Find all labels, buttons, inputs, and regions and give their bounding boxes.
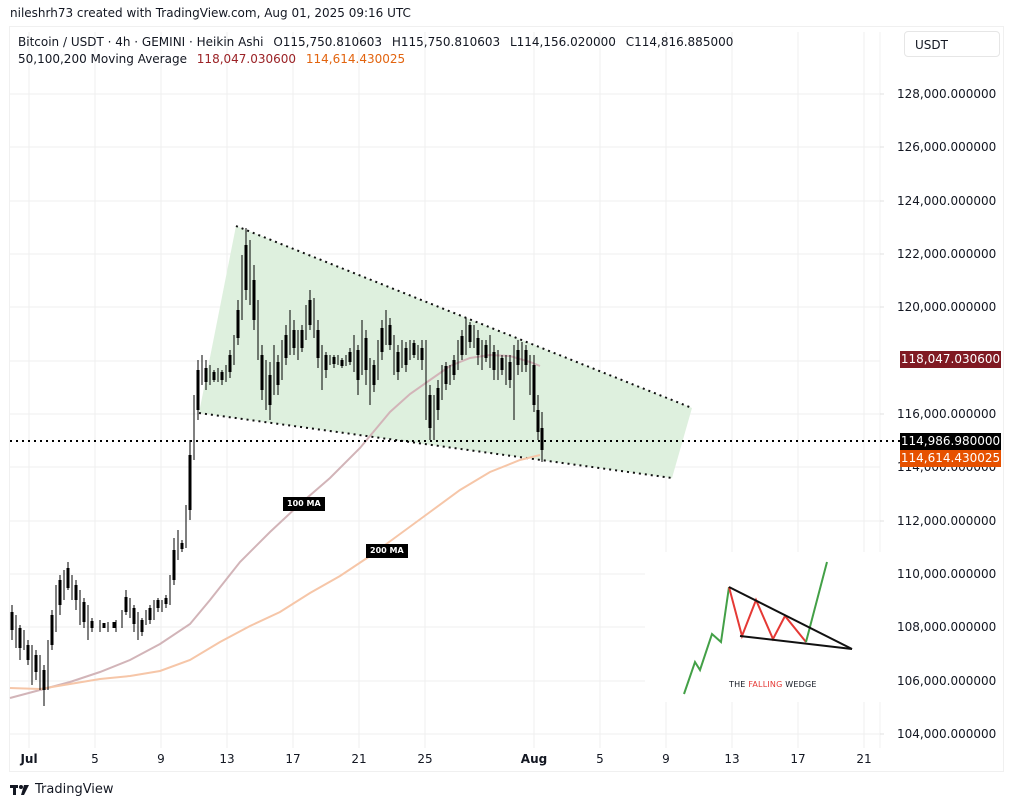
legend-low: L114,156.020000 xyxy=(509,35,616,49)
ma100-price-tag: 118,047.030600 xyxy=(900,351,1001,368)
date-label: 17 xyxy=(790,752,806,766)
ma200-line[interactable] xyxy=(9,454,541,691)
price-label: 126,000.000000 xyxy=(897,140,997,154)
ma200-annotation[interactable]: 200 MA xyxy=(366,544,408,558)
price-label: 122,000.000000 xyxy=(897,247,997,261)
legend-symbol[interactable]: Bitcoin / USDT · 4h · GEMINI · Heikin As… xyxy=(18,35,264,49)
price-label: 104,000.000000 xyxy=(897,727,997,741)
chart-frame xyxy=(9,26,1004,772)
ma100-line[interactable] xyxy=(9,353,541,699)
legend-ma-value-2: 114,614.430025 xyxy=(305,52,406,66)
ma200-price-tag: 114,614.430025 xyxy=(900,450,1001,467)
tradingview-brand: TradingView xyxy=(35,782,114,797)
ma100-annotation[interactable]: 100 MA xyxy=(283,497,325,511)
date-label: 21 xyxy=(856,752,872,766)
tradingview-logo[interactable]: TradingView xyxy=(10,782,114,797)
legend-indicator-row: 50,100,200 Moving Average 118,047.030600… xyxy=(18,51,733,68)
date-label: 5 xyxy=(91,752,99,766)
falling-wedge-caption: THE FALLING WEDGE xyxy=(729,680,817,689)
date-label: Aug xyxy=(520,752,548,766)
falling-wedge-diagram xyxy=(683,561,853,695)
price-label: 120,000.000000 xyxy=(897,300,997,314)
legend-symbol-row: Bitcoin / USDT · 4h · GEMINI · Heikin As… xyxy=(18,34,733,51)
date-label: Jul xyxy=(20,752,38,766)
date-label: 17 xyxy=(285,752,301,766)
chart-attribution: nileshrh73 created with TradingView.com,… xyxy=(10,6,411,20)
wedge-lower-line[interactable] xyxy=(198,412,673,479)
legend-open: O115,750.810603 xyxy=(273,35,383,49)
date-label: 13 xyxy=(219,752,235,766)
legend-close: C114,816.885000 xyxy=(625,35,734,49)
legend-high: H115,750.810603 xyxy=(391,35,501,49)
chart-legend: Bitcoin / USDT · 4h · GEMINI · Heikin As… xyxy=(18,34,733,68)
last-price-tag: 114,986.980000 xyxy=(900,433,1001,450)
date-label: 9 xyxy=(662,752,670,766)
date-label: 25 xyxy=(417,752,433,766)
caption-part: THE xyxy=(729,680,749,689)
date-label: 21 xyxy=(351,752,367,766)
tradingview-logo-icon xyxy=(10,784,29,795)
price-label: 112,000.000000 xyxy=(897,514,997,528)
legend-ma-value-1: 118,047.030600 xyxy=(196,52,297,66)
price-label: 116,000.000000 xyxy=(897,407,997,421)
price-label: 110,000.000000 xyxy=(897,567,997,581)
wedge-upper-line[interactable] xyxy=(235,225,693,409)
date-label: 9 xyxy=(157,752,165,766)
currency-unit-button[interactable]: USDT xyxy=(904,31,1000,57)
price-label: 108,000.000000 xyxy=(897,620,997,634)
date-label: 5 xyxy=(596,752,604,766)
price-label: 124,000.000000 xyxy=(897,194,997,208)
caption-part: WEDGE xyxy=(782,680,817,689)
falling-wedge-zone[interactable] xyxy=(199,226,692,478)
falling-wedge-inset[interactable]: THE FALLING WEDGE xyxy=(645,552,885,702)
price-label: 106,000.000000 xyxy=(897,674,997,688)
caption-highlight: FALLING xyxy=(748,680,783,689)
candlestick-series[interactable] xyxy=(10,228,544,706)
price-label: 128,000.000000 xyxy=(897,87,997,101)
legend-indicator-name[interactable]: 50,100,200 Moving Average xyxy=(18,52,187,66)
date-label: 13 xyxy=(724,752,740,766)
